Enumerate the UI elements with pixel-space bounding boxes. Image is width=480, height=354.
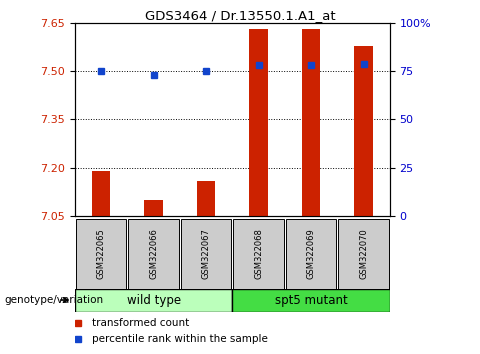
Text: GDS3464 / Dr.13550.1.A1_at: GDS3464 / Dr.13550.1.A1_at bbox=[144, 9, 336, 22]
Text: GSM322068: GSM322068 bbox=[254, 229, 263, 279]
Bar bbox=[232, 289, 390, 312]
Bar bbox=[144, 200, 163, 216]
Bar bbox=[302, 29, 320, 216]
Text: genotype/variation: genotype/variation bbox=[5, 295, 104, 305]
Bar bbox=[233, 219, 284, 289]
Bar bbox=[181, 219, 231, 289]
Bar bbox=[92, 171, 110, 216]
Bar bbox=[197, 181, 215, 216]
Text: GSM322066: GSM322066 bbox=[149, 229, 158, 279]
Bar bbox=[354, 46, 372, 216]
Bar bbox=[286, 219, 336, 289]
Bar bbox=[129, 219, 179, 289]
Text: wild type: wild type bbox=[127, 293, 180, 307]
Bar bbox=[250, 29, 268, 216]
Text: GSM322070: GSM322070 bbox=[359, 229, 368, 279]
Text: GSM322069: GSM322069 bbox=[307, 229, 315, 279]
Text: GSM322067: GSM322067 bbox=[202, 229, 211, 279]
Bar bbox=[75, 289, 232, 312]
Text: transformed count: transformed count bbox=[92, 318, 190, 328]
Text: spt5 mutant: spt5 mutant bbox=[275, 293, 348, 307]
Bar bbox=[76, 219, 126, 289]
Text: GSM322065: GSM322065 bbox=[96, 229, 106, 279]
Bar bbox=[338, 219, 389, 289]
Text: percentile rank within the sample: percentile rank within the sample bbox=[92, 334, 268, 344]
